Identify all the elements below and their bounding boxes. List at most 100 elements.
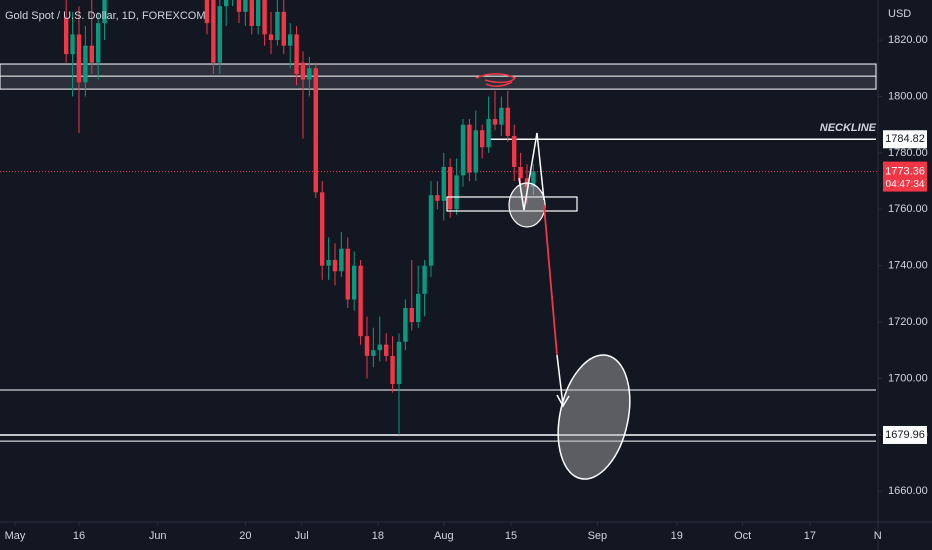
x-tick-label: N [874,530,882,542]
candle-body [223,0,229,7]
candle-body [249,0,254,26]
x-tick-label: Oct [734,530,751,542]
candle-body [262,0,267,35]
y-tick-label: 1740.00 [888,260,928,272]
candle-body [102,0,107,24]
ellipse-small [508,182,546,228]
candle-body [300,62,306,80]
neckline-label: NECKLINE [820,122,877,134]
x-tick-label: 15 [505,530,517,542]
neckline-price-box [883,130,927,149]
candle-body [281,11,286,46]
candle-body [243,0,248,12]
x-tick-label: 20 [239,530,251,542]
x-tick-label: Jul [295,530,309,542]
candle-body [518,166,523,179]
x-tick-label: 19 [671,530,683,542]
candle-body [531,171,536,187]
candle-body [351,265,357,300]
candle-body [479,130,485,148]
candle-body [332,260,338,272]
last-price-box [883,161,927,192]
countdown-label: 04:47:34 [886,179,925,190]
support-price: 1679.96 [885,429,925,441]
candle-body [377,344,382,351]
candle-body [211,0,216,63]
y-tick-label: 1800.00 [888,90,928,102]
x-tick-label: Sep [588,530,608,542]
candle-body [467,124,472,173]
candle-body [428,195,434,266]
candle-body [83,45,88,83]
candle-body [499,107,504,125]
red-arrow-line [543,204,558,356]
candle-body [409,307,414,323]
candle-body [217,6,222,63]
ellipse-target [557,354,631,480]
y-tick-label: 1700.00 [888,372,928,384]
neckline-price: 1784.82 [885,133,925,145]
candle-body [236,0,242,12]
candle-body [95,23,101,63]
candle-body [307,68,312,80]
candle-body [447,166,453,210]
candle-body [89,45,94,63]
candle-body [294,34,299,74]
candle-body [326,260,331,266]
candle-body [255,0,261,26]
chart-title: Gold Spot / U.S. Dollar, 1D, FOREXCOM [5,10,206,22]
candle-body [313,68,318,193]
box-drawing [446,196,578,212]
candle-body [319,192,325,266]
candle-body [415,293,421,323]
x-tick-label: 17 [804,530,816,542]
candle-body [435,195,440,201]
candle-body [511,135,517,167]
candle-body [403,307,408,342]
candle-body [505,107,510,136]
candle-body [287,34,293,46]
last-price-label: 1773.36 [885,165,925,177]
candle-body [473,130,478,173]
pattern-lines [518,132,545,211]
candle-body [371,350,376,356]
plot-area [0,0,878,442]
top-scribble [475,73,517,87]
y-tick-label: 1720.00 [888,316,928,328]
x-tick-label: 16 [73,530,85,542]
candle-body [339,248,344,272]
candle-body [364,336,370,356]
candle-body [390,355,395,385]
x-tick-label: Aug [434,530,454,542]
y-tick-label: 1780.00 [888,147,928,159]
arrow-head [556,394,570,408]
candle-body [63,17,69,55]
candle-body [268,34,274,41]
candle-body [486,119,491,148]
y-tick-label: 1760.00 [888,203,928,215]
currency-label: USD [888,8,911,20]
candle-body [492,119,498,125]
candle-body [204,0,210,24]
x-tick-label: 18 [372,530,384,542]
candle-body [441,166,446,201]
candle-body [70,34,75,55]
candle-body [383,344,389,356]
candle-body [460,124,466,176]
y-tick-label: 1820.00 [888,34,928,46]
support-price-box [883,425,927,444]
candle-body [76,34,82,83]
x-tick-label: May [5,530,26,542]
candle-body [345,248,350,300]
candle-body [358,265,363,337]
candle-body [454,175,459,210]
annotations [446,73,631,480]
y-tick-label: 1660.00 [888,485,928,497]
candle-body [275,11,280,41]
arrow-line [556,354,564,406]
candle-body [422,265,427,294]
x-tick-label: Jun [149,530,167,542]
candle-body [396,341,402,385]
